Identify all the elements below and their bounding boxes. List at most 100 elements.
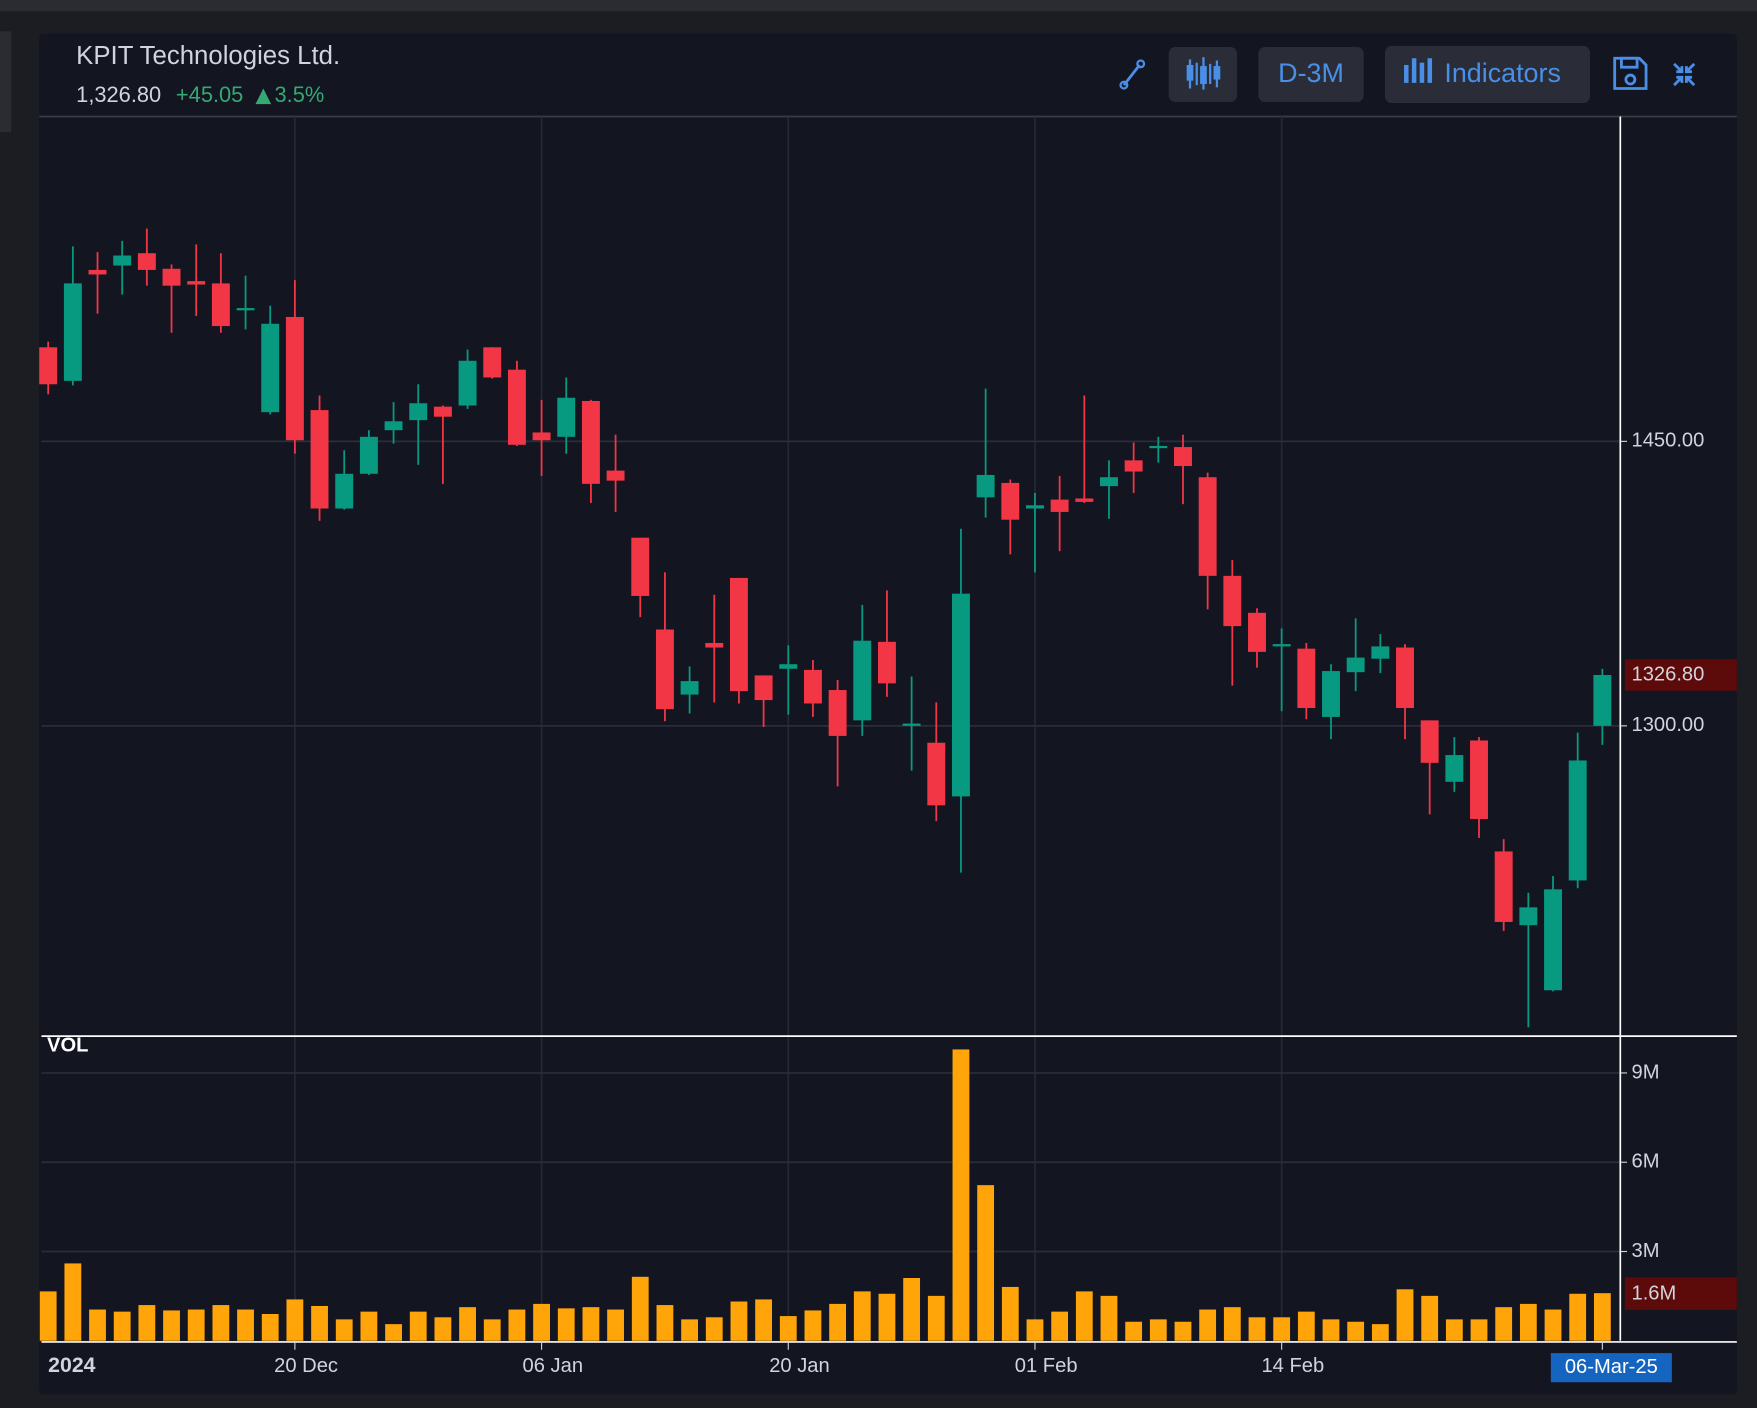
chart-type-button[interactable] <box>1168 47 1238 102</box>
up-arrow <box>255 88 272 105</box>
volume-bar <box>1371 1324 1389 1341</box>
price-change-percent: 3.5% <box>275 82 325 107</box>
candle-body <box>1001 482 1020 520</box>
candle-body <box>1544 889 1562 991</box>
x-year-label: 2024 <box>48 1353 95 1377</box>
draw-tool-button[interactable] <box>1119 59 1146 90</box>
candle-body <box>113 255 132 266</box>
volume-bar <box>113 1311 131 1341</box>
candle-body <box>631 537 650 596</box>
candle-body <box>1445 755 1464 782</box>
x-tick-label: 14 Feb <box>1261 1355 1324 1377</box>
x-tick-label: 01 Feb <box>1015 1355 1078 1377</box>
volume-bar <box>705 1317 723 1341</box>
candle-body <box>705 642 724 648</box>
candle-body <box>581 400 600 484</box>
volume-tick-label: 6M <box>1632 1151 1660 1173</box>
volume-bar <box>1544 1309 1562 1341</box>
x-tick-label: 20 Dec <box>274 1355 338 1377</box>
candle-body <box>384 421 403 431</box>
volume-bar <box>1396 1289 1414 1341</box>
last-price: 1,326.80 <box>76 82 161 107</box>
volume-bar <box>681 1319 698 1341</box>
last-price-label: 1326.80 <box>1632 663 1705 685</box>
volume-bar <box>927 1295 945 1341</box>
volume-bar <box>1223 1307 1241 1341</box>
candle-body <box>1593 675 1612 726</box>
volume-bar <box>1248 1317 1266 1341</box>
range-label[interactable]: D-3M <box>1278 58 1344 88</box>
volume-bar <box>1125 1321 1143 1341</box>
x-tick-label: 20 Jan <box>769 1355 830 1377</box>
candle-body <box>1075 498 1094 502</box>
candle-body <box>335 473 354 509</box>
volume-bar <box>212 1305 230 1341</box>
save-button[interactable] <box>1613 56 1648 90</box>
volume-bar <box>631 1276 649 1341</box>
volume-bar <box>434 1317 452 1341</box>
candle-body <box>680 681 699 695</box>
candle-body <box>39 347 58 385</box>
volume-bar <box>878 1293 896 1341</box>
instrument-title: KPIT Technologies Ltd. <box>76 42 340 70</box>
candle-body <box>779 664 798 669</box>
candle-body <box>261 323 280 413</box>
volume-bar <box>903 1277 921 1341</box>
volume-bar <box>286 1299 304 1341</box>
candle-body <box>1149 445 1168 449</box>
candle-body <box>1100 477 1118 487</box>
volume-bar <box>533 1303 550 1341</box>
volume-bar <box>1075 1291 1093 1341</box>
candle-body <box>902 723 921 726</box>
candle-body <box>729 577 748 692</box>
collapse-button[interactable] <box>1673 62 1696 87</box>
volume-bar <box>1322 1319 1340 1341</box>
volume-bar <box>1519 1303 1537 1341</box>
candle-body <box>1248 612 1266 652</box>
volume-bar <box>311 1305 328 1341</box>
volume-bar <box>483 1319 501 1341</box>
candle-body <box>853 640 872 721</box>
volume-bar <box>853 1291 871 1341</box>
volume-bar <box>952 1049 970 1341</box>
volume-bar <box>39 1291 57 1341</box>
volume-bar <box>360 1311 378 1341</box>
indicators-button[interactable]: Indicators <box>1384 45 1591 104</box>
volume-bar <box>1297 1311 1315 1341</box>
candle-body <box>1346 657 1365 673</box>
candle-body <box>1124 460 1143 472</box>
volume-bar <box>779 1316 797 1341</box>
candle-body <box>88 269 107 275</box>
volume-bar <box>1593 1293 1611 1341</box>
volume-bar <box>1199 1309 1217 1341</box>
candle-body <box>754 675 773 701</box>
x-tick-label: 06 Jan <box>523 1355 584 1377</box>
volume-bar <box>385 1324 402 1341</box>
volume-bar <box>1445 1319 1463 1341</box>
candle-body <box>458 360 477 406</box>
chart-panel <box>39 33 1737 1395</box>
current-date-box <box>1550 1353 1672 1383</box>
candle-body <box>483 347 502 378</box>
volume-bar <box>557 1308 575 1341</box>
candle-body <box>285 316 304 441</box>
volume-bar <box>1569 1293 1587 1341</box>
volume-bar <box>64 1263 82 1341</box>
volume-bar <box>1174 1321 1192 1341</box>
volume-bar <box>582 1307 600 1341</box>
current-date-label: 06-Mar-25 <box>1565 1356 1658 1378</box>
volume-bar <box>1100 1295 1118 1341</box>
volume-bar <box>237 1309 254 1341</box>
volume-tick-label: 3M <box>1632 1240 1660 1262</box>
range-button[interactable]: D-3M <box>1258 47 1364 102</box>
candle-body <box>1026 505 1044 509</box>
indicators-label[interactable]: Indicators <box>1444 58 1561 88</box>
candle-body <box>1494 851 1513 922</box>
candle-body <box>927 742 946 806</box>
volume-bar <box>730 1301 748 1341</box>
candle-body <box>433 406 452 417</box>
volume-bar <box>1026 1319 1044 1341</box>
candle-body <box>606 470 625 481</box>
volume-bar <box>459 1307 476 1341</box>
candle-body <box>1050 499 1069 512</box>
